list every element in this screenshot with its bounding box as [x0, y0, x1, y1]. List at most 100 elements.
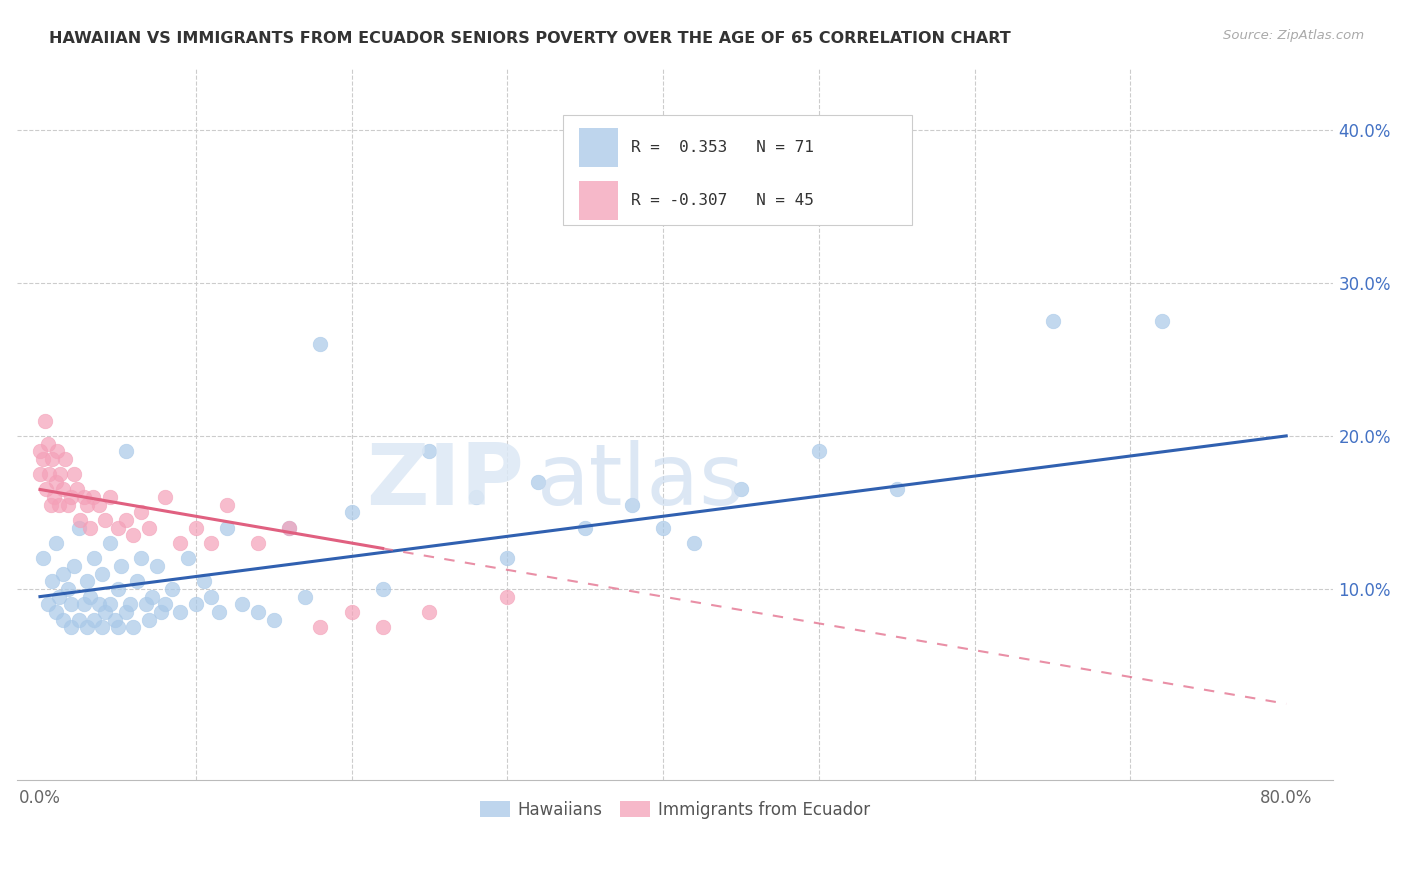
Point [247, 536, 270, 550]
Point [37, 436, 59, 450]
Point [496, 551, 519, 566]
Point [807, 444, 830, 458]
Point [94, 513, 117, 527]
Point [91, 566, 114, 581]
Point [83, 613, 105, 627]
Point [45, 536, 67, 550]
FancyBboxPatch shape [579, 181, 619, 220]
Point [98, 490, 121, 504]
Point [49, 467, 72, 482]
Point [309, 620, 332, 634]
Point [107, 620, 129, 634]
Point [67, 613, 90, 627]
Point [418, 444, 440, 458]
Point [193, 574, 215, 589]
Point [104, 613, 127, 627]
Point [98, 597, 121, 611]
Point [294, 590, 316, 604]
Point [107, 582, 129, 596]
Point [215, 521, 238, 535]
Point [39, 498, 62, 512]
Text: R = -0.307   N = 45: R = -0.307 N = 45 [631, 194, 814, 209]
Point [35, 483, 58, 497]
Text: atlas: atlas [537, 440, 745, 523]
Point [129, 505, 152, 519]
Point [114, 513, 136, 527]
Point [162, 582, 184, 596]
Point [66, 483, 89, 497]
Point [67, 521, 90, 535]
Point [340, 505, 363, 519]
Point [48, 590, 70, 604]
Point [129, 551, 152, 566]
Point [184, 521, 207, 535]
FancyBboxPatch shape [562, 115, 911, 225]
Point [122, 620, 145, 634]
Point [184, 597, 207, 611]
Text: R =  0.353   N = 71: R = 0.353 N = 71 [631, 140, 814, 155]
Point [371, 620, 394, 634]
Point [110, 559, 132, 574]
Point [1042, 314, 1064, 328]
Point [138, 613, 160, 627]
Point [146, 559, 169, 574]
Point [620, 498, 643, 512]
Text: ZIP: ZIP [366, 440, 523, 523]
Point [215, 498, 238, 512]
Point [169, 536, 191, 550]
Point [278, 521, 301, 535]
Legend: Hawaiians, Immigrants from Ecuador: Hawaiians, Immigrants from Ecuador [472, 794, 877, 825]
Point [247, 605, 270, 619]
Point [309, 337, 332, 351]
Point [150, 605, 173, 619]
Point [76, 498, 98, 512]
Point [89, 597, 111, 611]
Point [107, 521, 129, 535]
Point [125, 574, 148, 589]
Point [56, 498, 79, 512]
Point [76, 620, 98, 634]
Point [45, 475, 67, 489]
Point [652, 521, 675, 535]
Point [46, 444, 69, 458]
Point [41, 451, 63, 466]
Point [69, 513, 91, 527]
Point [89, 498, 111, 512]
Point [278, 521, 301, 535]
Point [34, 414, 56, 428]
Point [200, 590, 222, 604]
Text: HAWAIIAN VS IMMIGRANTS FROM ECUADOR SENIORS POVERTY OVER THE AGE OF 65 CORRELATI: HAWAIIAN VS IMMIGRANTS FROM ECUADOR SENI… [49, 31, 1011, 46]
Point [32, 551, 55, 566]
Point [45, 605, 67, 619]
Text: Source: ZipAtlas.com: Source: ZipAtlas.com [1223, 29, 1364, 42]
Point [42, 490, 65, 504]
Point [122, 528, 145, 542]
Point [574, 521, 596, 535]
Point [63, 559, 86, 574]
Point [683, 536, 706, 550]
Point [28, 444, 51, 458]
Point [52, 483, 75, 497]
Point [120, 597, 142, 611]
Point [263, 613, 285, 627]
Point [94, 605, 117, 619]
Point [37, 597, 59, 611]
Point [114, 605, 136, 619]
Point [32, 451, 55, 466]
Point [53, 451, 76, 466]
Point [79, 590, 101, 604]
Point [82, 490, 104, 504]
Point [72, 490, 94, 504]
Point [153, 597, 176, 611]
Point [38, 467, 60, 482]
Point [52, 566, 75, 581]
Point [135, 597, 157, 611]
Point [52, 613, 75, 627]
Point [141, 590, 163, 604]
FancyBboxPatch shape [579, 128, 619, 168]
Point [48, 498, 70, 512]
Point [418, 605, 440, 619]
Point [177, 551, 200, 566]
Point [83, 551, 105, 566]
Point [371, 582, 394, 596]
